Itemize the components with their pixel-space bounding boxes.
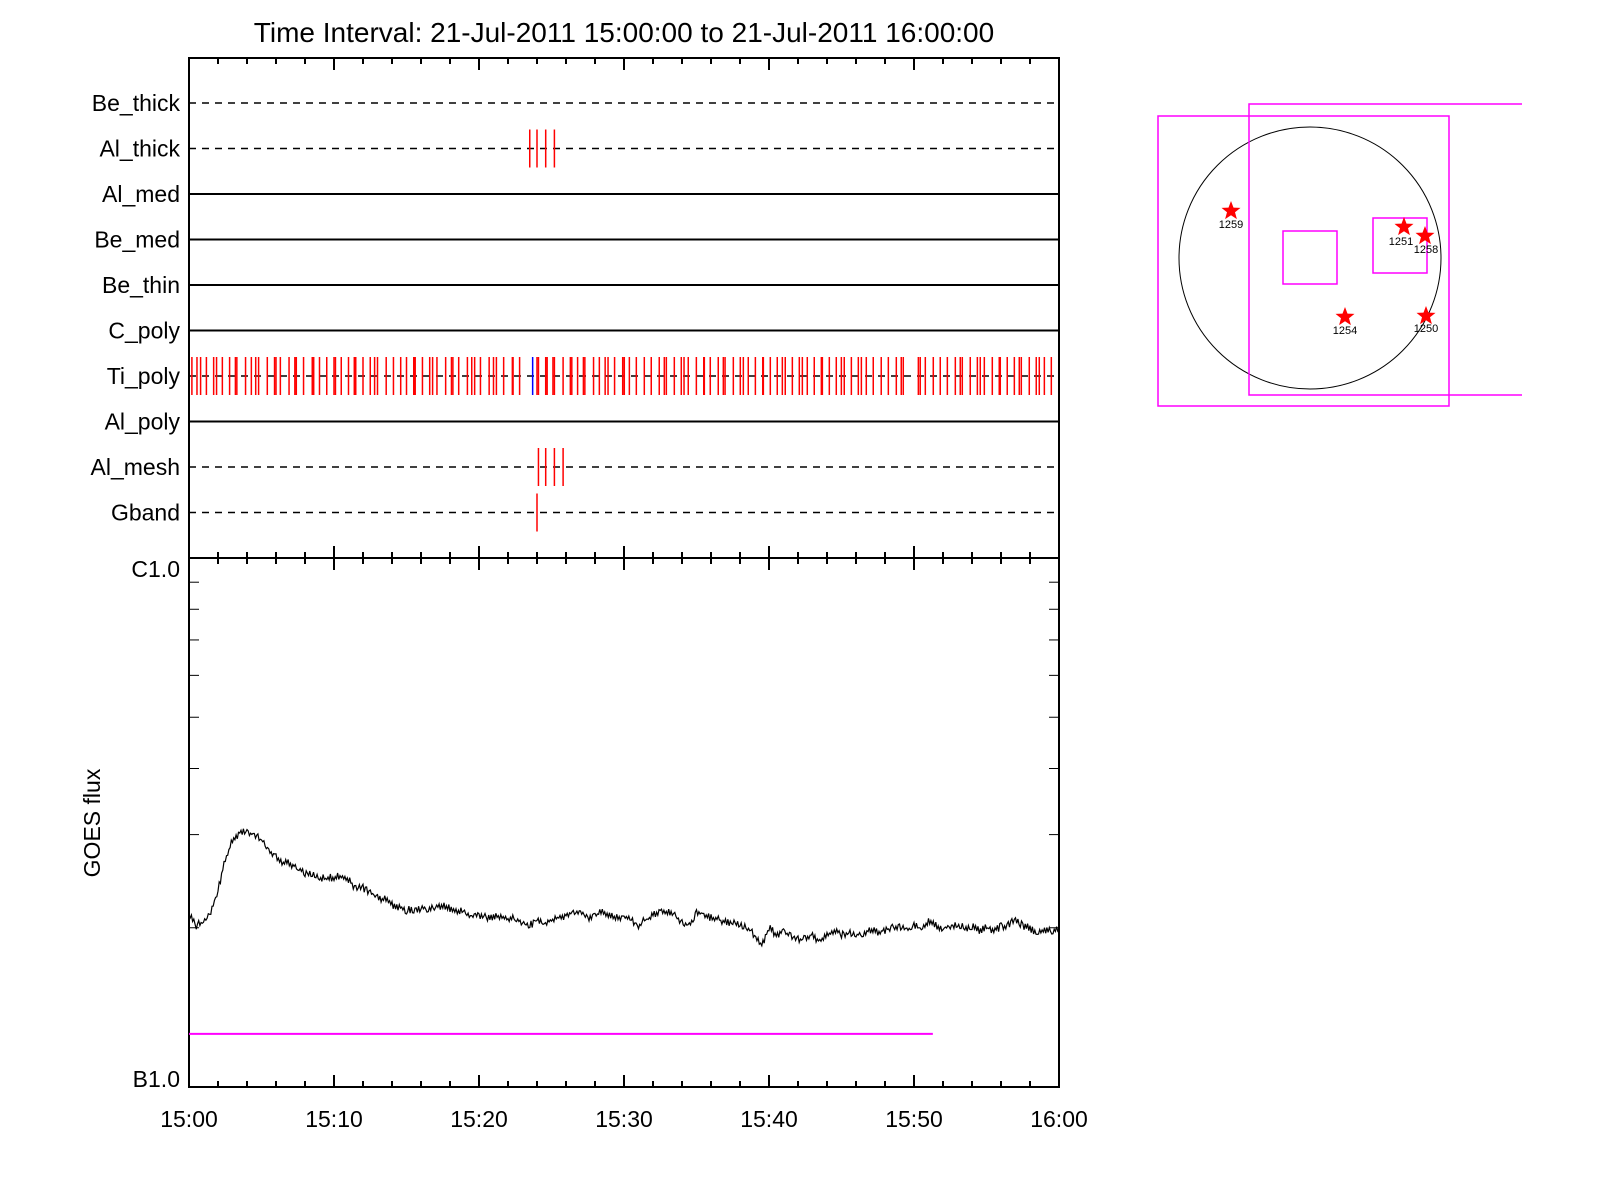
filter-label: Be_med <box>94 227 180 253</box>
fov-box-small <box>1372 217 1428 274</box>
filter-label: Be_thin <box>102 272 180 298</box>
y-tick-label-bottom: B1.0 <box>133 1066 180 1092</box>
active-region-label: 1250 <box>1414 323 1438 335</box>
timeline-frame <box>188 57 1060 559</box>
fov-box-small <box>1282 230 1338 285</box>
active-region-label: 1251 <box>1389 236 1413 248</box>
filter-label: Be_thick <box>92 90 181 116</box>
filter-label: Al_thick <box>99 136 180 162</box>
x-tick-label: 15:50 <box>885 1106 943 1132</box>
goes-flux-panel: GOES flux C1.0 B1.0 15:00 15:10 15:20 15:30… <box>79 556 1088 1132</box>
x-tick-label: 15:00 <box>160 1106 218 1132</box>
filter-label: Al_med <box>102 181 180 207</box>
active-region-label: 1259 <box>1219 219 1243 231</box>
filter-label: Ti_poly <box>107 363 181 389</box>
filter-label: Gband <box>111 500 180 526</box>
active-region-star-icon <box>1221 201 1241 220</box>
active-region-star-icon <box>1415 226 1435 245</box>
y-axis-label: GOES flux <box>79 768 105 877</box>
x-tick-label: 15:20 <box>450 1106 508 1132</box>
x-tick-label: 15:40 <box>740 1106 798 1132</box>
active-region-star-icon <box>1416 306 1436 325</box>
x-tick-label: 15:30 <box>595 1106 653 1132</box>
filter-label: Al_poly <box>105 409 181 435</box>
filter-label: Al_mesh <box>91 454 180 480</box>
fov-box <box>1248 103 1522 396</box>
active-region-label: 1258 <box>1414 244 1438 256</box>
x-tick-label: 16:00 <box>1030 1106 1088 1132</box>
solar-limb <box>1178 126 1442 390</box>
chart-title: Time Interval: 21-Jul-2011 15:00:00 to 2… <box>254 17 994 48</box>
active-region-label: 1254 <box>1333 325 1357 337</box>
active-region-star-icon <box>1394 217 1414 236</box>
y-tick-label-top: C1.0 <box>131 556 180 582</box>
active-region-star-icon <box>1335 307 1355 326</box>
goes-frame <box>188 557 1060 1088</box>
goes-flux-line <box>188 828 1060 948</box>
fov-box <box>1157 115 1450 407</box>
x-tick-label: 15:10 <box>305 1106 363 1132</box>
filter-timeline-panel: Be_thick Al_thick Al_med Be_med Be_thin C_pol… <box>91 57 1060 570</box>
filter-label: C_poly <box>108 318 180 344</box>
